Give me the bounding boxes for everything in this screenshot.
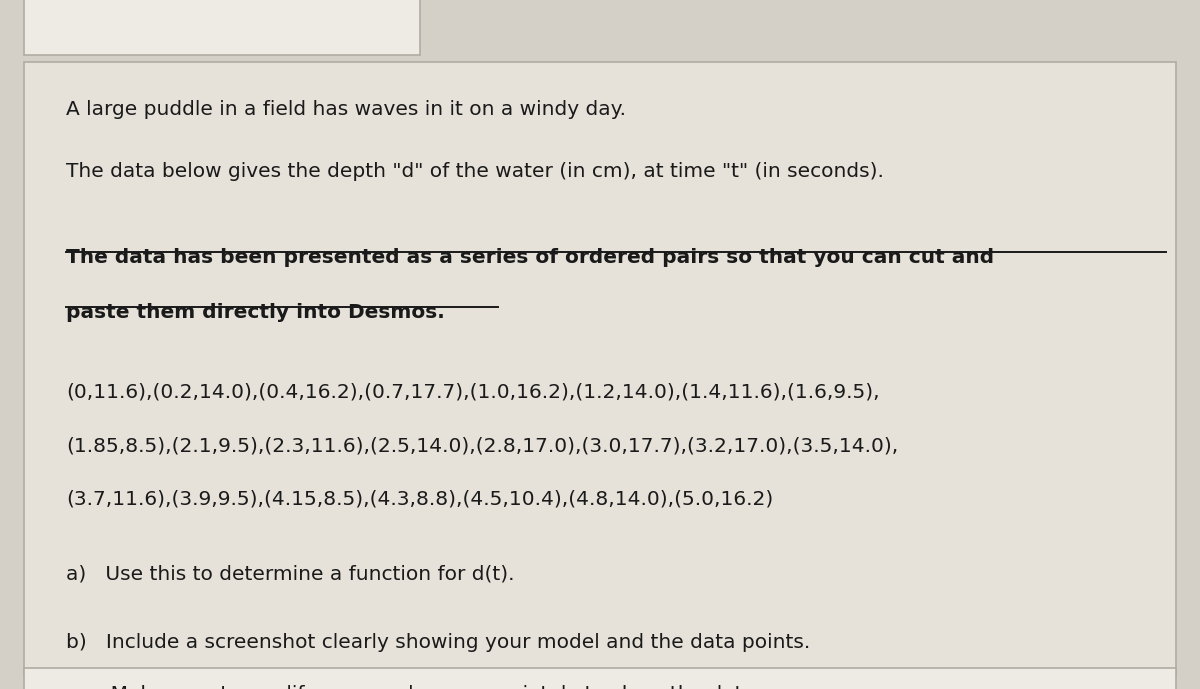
Text: a)   Use this to determine a function for d(t).: a) Use this to determine a function for … (66, 564, 515, 584)
Text: b)   Include a screenshot clearly showing your model and the data points.: b) Include a screenshot clearly showing … (66, 633, 810, 652)
FancyBboxPatch shape (24, 0, 420, 55)
Text: The data below gives the depth "d" of the water (in cm), at time "t" (in seconds: The data below gives the depth "d" of th… (66, 162, 884, 181)
Text: (3.7,11.6),(3.9,9.5),(4.15,8.5),(4.3,8.8),(4.5,10.4),(4.8,14.0),(5.0,16.2): (3.7,11.6),(3.9,9.5),(4.15,8.5),(4.3,8.8… (66, 490, 773, 509)
Text: A large puddle in a field has waves in it on a windy day.: A large puddle in a field has waves in i… (66, 100, 626, 119)
Text: (1.85,8.5),(2.1,9.5),(2.3,11.6),(2.5,14.0),(2.8,17.0),(3.0,17.7),(3.2,17.0),(3.5: (1.85,8.5),(2.1,9.5),(2.3,11.6),(2.5,14.… (66, 436, 899, 455)
Text: (0,11.6),(0.2,14.0),(0.4,16.2),(0.7,17.7),(1.0,16.2),(1.2,14.0),(1.4,11.6),(1.6,: (0,11.6),(0.2,14.0),(0.4,16.2),(0.7,17.7… (66, 382, 880, 402)
Text: paste them directly into Desmos.: paste them directly into Desmos. (66, 303, 445, 322)
FancyBboxPatch shape (24, 62, 1176, 675)
Text: The data has been presented as a series of ordered pairs so that you can cut and: The data has been presented as a series … (66, 248, 994, 267)
FancyBboxPatch shape (24, 668, 1176, 689)
Text: Make sure to modify your scales appropriately to show the data.: Make sure to modify your scales appropri… (66, 685, 761, 689)
